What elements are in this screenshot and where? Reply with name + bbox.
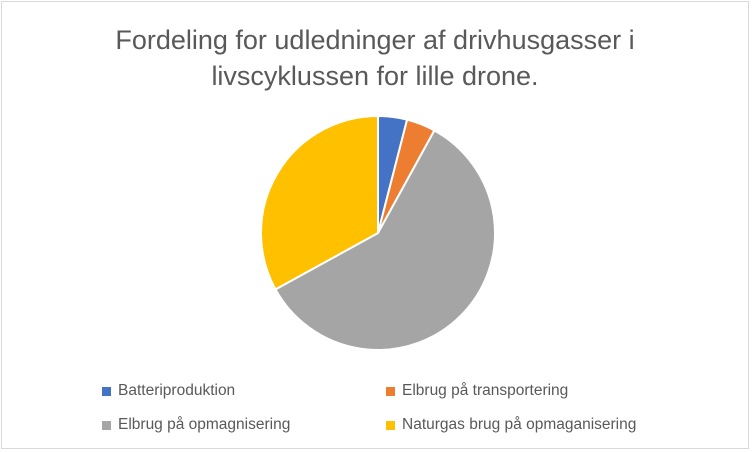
chart-title-line-2: livscyklussen for lille drone.	[211, 61, 539, 91]
legend-item-batteriproduktion: Batteriproduktion	[102, 381, 235, 401]
pie-slice-elbrug-p-opmagnisering	[274, 129, 496, 351]
chart-title: Fordeling for udledninger af drivhusgass…	[42, 22, 708, 94]
legend-label-naturgas-opmaganisering: Naturgas brug på opmaganisering	[402, 416, 637, 433]
legend-swatch-naturgas-opmaganisering	[386, 420, 395, 430]
legend-swatch-elbrug-transportering	[386, 386, 395, 396]
legend-item-naturgas-opmaganisering: Naturgas brug på opmaganisering	[386, 415, 636, 435]
legend-label-elbrug-transportering: Elbrug på transportering	[402, 382, 569, 399]
legend-swatch-elbrug-opmagnisering	[102, 420, 111, 430]
legend-swatch-batteriproduktion	[102, 386, 111, 396]
legend-label-elbrug-opmagnisering: Elbrug på opmagnisering	[118, 416, 291, 433]
pie-slice-naturgas-brug-p-opmaganisering	[260, 115, 379, 291]
legend-item-elbrug-opmagnisering: Elbrug på opmagnisering	[102, 415, 290, 435]
legend-label-batteriproduktion: Batteriproduktion	[118, 382, 236, 399]
legend-item-elbrug-transportering: Elbrug på transportering	[386, 381, 568, 401]
chart-title-line-1: Fordeling for udledninger af drivhusgass…	[115, 25, 635, 55]
